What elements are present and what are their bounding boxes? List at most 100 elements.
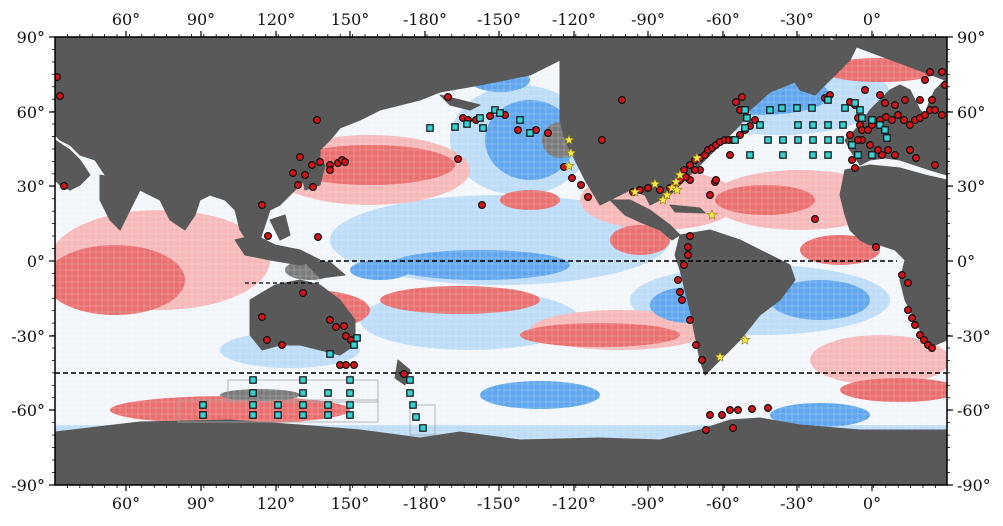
cyan-square-site	[848, 141, 856, 149]
red-circle-site	[301, 171, 310, 180]
cyan-square-site	[766, 106, 774, 114]
left-lat-label: 0°	[27, 252, 45, 271]
red-circle-site	[264, 232, 273, 241]
red-circle-site	[332, 323, 341, 332]
left-lat-label: 60°	[17, 103, 45, 122]
red-circle-site	[915, 95, 924, 104]
red-circle-site	[920, 75, 929, 84]
red-circle-site	[937, 110, 946, 119]
cyan-square-site	[406, 376, 414, 384]
red-circle-site	[875, 90, 884, 99]
red-circle-site	[899, 115, 908, 124]
red-circle-site	[877, 151, 886, 160]
bottom-lon-label: -30°	[780, 494, 814, 513]
yellow-star-site	[739, 334, 751, 345]
red-circle-site	[905, 120, 914, 129]
red-circle-site	[683, 243, 692, 252]
cyan-square-site	[426, 124, 434, 132]
cyan-square-site	[778, 104, 786, 112]
red-circle-site	[59, 182, 68, 191]
red-circle-site	[342, 361, 351, 370]
red-circle-site	[733, 406, 742, 415]
cyan-square-site	[856, 106, 864, 114]
cyan-square-site	[746, 151, 754, 159]
red-circle-site	[845, 131, 854, 140]
red-circle-site	[860, 85, 869, 94]
red-circle-site	[925, 67, 934, 76]
yellow-star-site	[563, 134, 575, 145]
antarctica	[55, 417, 947, 485]
cyan-square-site	[249, 376, 257, 384]
cyan-square-site	[419, 424, 427, 432]
red-circle-site	[701, 426, 710, 435]
red-circle-site	[737, 92, 746, 101]
red-circle-site	[903, 306, 912, 315]
red-circle-site	[847, 156, 856, 165]
red-circle-site	[55, 91, 64, 100]
top-lon-label: -180°	[403, 10, 447, 29]
red-circle-site	[887, 115, 896, 124]
red-circle-site	[263, 336, 272, 345]
red-circle-site	[296, 153, 305, 162]
red-circle-site	[326, 166, 335, 175]
red-circle-site	[567, 174, 576, 183]
cyan-square-site	[794, 121, 802, 129]
cyan-square-site	[741, 106, 749, 114]
red-circle-site	[583, 193, 592, 202]
red-circle-site	[597, 136, 606, 145]
red-circle-site	[673, 276, 682, 285]
cyan-square-site	[868, 151, 876, 159]
land-masses	[55, 37, 947, 485]
red-circle-site	[930, 105, 939, 114]
red-circle-site	[705, 411, 714, 420]
cyan-square-site	[858, 114, 866, 122]
red-circle-site	[725, 151, 734, 160]
yellow-star-site	[706, 209, 718, 220]
cyan-square-site	[346, 411, 354, 419]
bottom-lon-label: -120°	[552, 494, 596, 513]
yellow-star-site	[671, 184, 683, 195]
cyan-square-site	[854, 151, 862, 159]
yellow-star-site	[691, 152, 703, 163]
red-circle-site	[810, 215, 819, 224]
cyan-square-site	[809, 151, 817, 159]
red-circle-site	[728, 424, 737, 433]
red-circle-site	[705, 191, 714, 200]
cyan-square-site	[839, 121, 847, 129]
left-lat-label: 30°	[17, 177, 45, 196]
top-lon-label: -90°	[631, 10, 665, 29]
red-circle-site	[258, 313, 267, 322]
red-circle-site	[763, 404, 772, 413]
cyan-square-site	[868, 116, 876, 124]
bottom-lon-label: -90°	[631, 494, 665, 513]
cyan-square-site	[731, 136, 739, 144]
right-lat-label: -30°	[957, 327, 991, 346]
cyan-square-site	[346, 401, 354, 409]
cyan-square-site	[479, 124, 487, 132]
cyan-square-site	[743, 114, 751, 122]
top-lon-label: -30°	[780, 10, 814, 29]
australia	[249, 279, 356, 356]
red-circle-site	[691, 341, 700, 350]
red-circle-site	[697, 356, 706, 365]
top-lon-label: -150°	[477, 10, 521, 29]
red-circle-site	[911, 154, 920, 163]
caribbean	[669, 204, 706, 214]
red-circle-site	[893, 110, 902, 119]
cyan-square-site	[809, 136, 817, 144]
red-circle-site	[679, 166, 688, 175]
red-circle-site	[340, 322, 349, 331]
red-circle-site	[314, 233, 323, 242]
red-circle-site	[725, 406, 734, 415]
bottom-lon-label: -180°	[403, 494, 447, 513]
bottom-lon-label: -60°	[706, 494, 740, 513]
bottom-lon-label: 90°	[187, 494, 215, 513]
greenland	[769, 39, 861, 96]
cyan-square-site	[809, 121, 817, 129]
cyan-square-site	[526, 129, 534, 137]
red-circle-site	[294, 181, 303, 190]
cyan-square-site	[346, 389, 354, 397]
right-lat-label: -90°	[957, 476, 991, 495]
red-circle-site	[400, 370, 409, 379]
cyan-square-site	[779, 151, 787, 159]
